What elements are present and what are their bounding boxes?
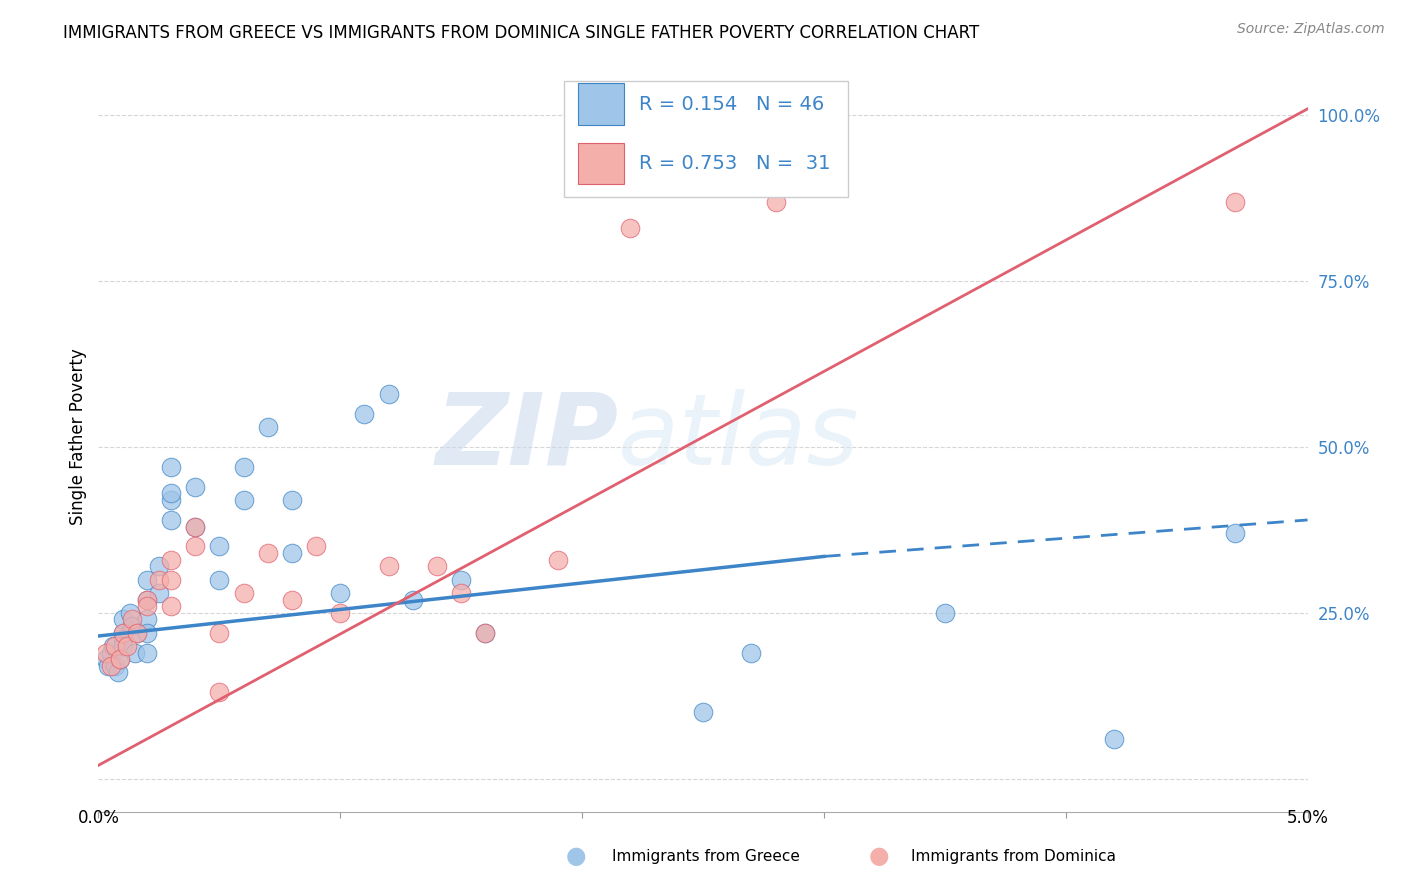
- Point: [135, 592, 157, 607]
- Point: [305, 540, 328, 554]
- Point: [232, 493, 254, 508]
- Point: [184, 540, 207, 554]
- Point: [135, 592, 157, 607]
- Point: [740, 646, 762, 660]
- Bar: [564, 81, 848, 197]
- Point: [127, 625, 149, 640]
- Point: [160, 493, 183, 508]
- Point: [160, 553, 183, 567]
- Point: [934, 606, 956, 620]
- Point: [329, 586, 352, 600]
- Point: [377, 387, 399, 401]
- Point: [184, 519, 207, 533]
- Point: [232, 586, 254, 600]
- Point: [160, 486, 183, 500]
- Text: Immigrants from Greece: Immigrants from Greece: [612, 849, 800, 863]
- Point: [135, 646, 157, 660]
- Point: [121, 612, 143, 626]
- Point: [117, 639, 139, 653]
- Point: [426, 559, 449, 574]
- Point: [474, 625, 496, 640]
- Point: [353, 407, 375, 421]
- Text: R = 0.154   N = 46: R = 0.154 N = 46: [638, 95, 824, 113]
- Point: [135, 612, 157, 626]
- Point: [1102, 731, 1125, 746]
- Point: [104, 658, 127, 673]
- Point: [160, 599, 183, 614]
- Point: [281, 493, 304, 508]
- Point: [148, 559, 170, 574]
- Point: [100, 646, 122, 660]
- Point: [208, 685, 231, 699]
- Point: [124, 646, 146, 660]
- Bar: [578, 84, 624, 125]
- Point: [765, 194, 787, 209]
- Point: [108, 652, 131, 666]
- Point: [232, 459, 254, 474]
- Point: [256, 420, 278, 434]
- Point: [160, 573, 183, 587]
- Point: [329, 606, 352, 620]
- Point: [184, 519, 207, 533]
- Point: [111, 625, 134, 640]
- Text: ●: ●: [567, 845, 586, 868]
- Text: atlas: atlas: [619, 389, 860, 485]
- Point: [281, 546, 304, 560]
- Text: 5.0%: 5.0%: [1286, 809, 1329, 827]
- Text: ZIP: ZIP: [436, 389, 619, 485]
- Point: [281, 592, 304, 607]
- Text: IMMIGRANTS FROM GREECE VS IMMIGRANTS FROM DOMINICA SINGLE FATHER POVERTY CORRELA: IMMIGRANTS FROM GREECE VS IMMIGRANTS FRO…: [63, 24, 980, 42]
- Y-axis label: Single Father Poverty: Single Father Poverty: [69, 349, 87, 525]
- Point: [402, 592, 425, 607]
- Point: [118, 606, 141, 620]
- Point: [692, 705, 714, 719]
- Point: [547, 553, 569, 567]
- Text: 0.0%: 0.0%: [77, 809, 120, 827]
- Point: [107, 665, 129, 680]
- Point: [619, 221, 641, 235]
- Point: [94, 652, 117, 666]
- Point: [148, 586, 170, 600]
- Point: [108, 652, 131, 666]
- Point: [94, 646, 117, 660]
- Point: [111, 612, 134, 626]
- Point: [135, 599, 157, 614]
- Point: [160, 513, 183, 527]
- Point: [208, 573, 231, 587]
- Point: [1223, 526, 1246, 541]
- Point: [256, 546, 278, 560]
- Point: [104, 639, 127, 653]
- Text: Immigrants from Dominica: Immigrants from Dominica: [911, 849, 1116, 863]
- Text: ●: ●: [869, 845, 889, 868]
- Text: Source: ZipAtlas.com: Source: ZipAtlas.com: [1237, 22, 1385, 37]
- Point: [127, 625, 149, 640]
- Bar: [578, 143, 624, 184]
- Point: [135, 573, 157, 587]
- Point: [450, 573, 472, 587]
- Point: [377, 559, 399, 574]
- Point: [111, 639, 134, 653]
- Point: [111, 625, 134, 640]
- Text: R = 0.753   N =  31: R = 0.753 N = 31: [638, 153, 831, 173]
- Point: [101, 639, 124, 653]
- Point: [121, 619, 143, 633]
- Point: [111, 632, 134, 647]
- Point: [1223, 194, 1246, 209]
- Point: [450, 586, 472, 600]
- Point: [184, 480, 207, 494]
- Point: [148, 573, 170, 587]
- Point: [474, 625, 496, 640]
- Point: [160, 459, 183, 474]
- Point: [100, 658, 122, 673]
- Point: [208, 540, 231, 554]
- Point: [208, 625, 231, 640]
- Point: [97, 658, 120, 673]
- Point: [135, 625, 157, 640]
